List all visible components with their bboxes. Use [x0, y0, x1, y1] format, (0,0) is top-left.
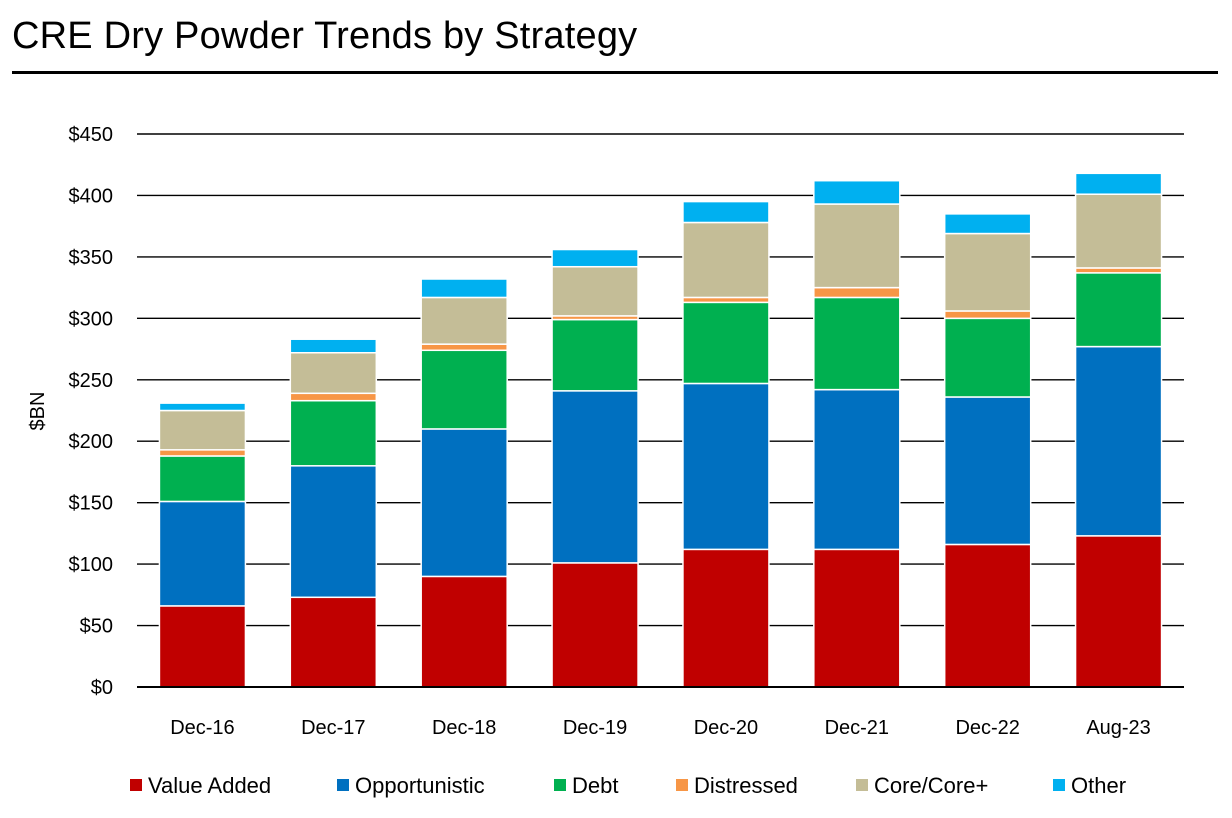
bar-segment-value-added [158, 605, 247, 688]
x-tick-label: Aug-23 [1086, 717, 1151, 739]
axes: $0 $50 $100 $150 $200 $250 $300 $350 $400 $450 $BN… [27, 124, 1184, 739]
bar-stack-dec-19 [551, 248, 639, 688]
legend-swatch [130, 779, 142, 791]
bar-segment-debt [551, 318, 639, 392]
bar-segment-value-added [943, 543, 1032, 688]
x-tick-label: Dec-20 [694, 717, 758, 739]
bar-stack-dec-20 [682, 200, 770, 688]
bar-segment-debt [813, 296, 901, 391]
y-tick-label: $450 [69, 124, 114, 146]
bar-segment-value-added [420, 575, 508, 688]
y-axis-title: $BN [27, 392, 49, 431]
bar-segment-opportunistic [420, 428, 508, 578]
bar-segment-other [682, 200, 770, 224]
y-tick-label: $300 [69, 308, 114, 330]
bar-segment-other [813, 179, 901, 205]
page-title: CRE Dry Powder Trends by Strategy [12, 15, 638, 57]
bar-segment-debt [1074, 272, 1163, 348]
bar-segment-opportunistic [551, 390, 639, 564]
bar-segment-debt [289, 399, 378, 467]
legend-label: Distressed [694, 773, 798, 798]
bar-stack-dec-16 [158, 402, 247, 688]
bar-segment-core-core- [289, 351, 378, 395]
bar-segment-core-core- [943, 232, 1032, 312]
bar-segment-value-added [682, 548, 770, 688]
x-tick-label: Dec-19 [563, 717, 627, 739]
bar-segment-distressed [420, 343, 508, 352]
bar-stack-dec-21 [813, 179, 901, 688]
bar-segment-other [420, 278, 508, 299]
bar-segment-core-core- [1074, 193, 1163, 269]
legend-swatch [1053, 779, 1065, 791]
bar-segment-opportunistic [682, 382, 770, 551]
bar-segment-opportunistic [289, 465, 378, 599]
bar-segment-opportunistic [158, 500, 247, 607]
y-tick-label: $400 [69, 185, 114, 207]
legend-item-debt: Debt [554, 773, 618, 798]
y-tick-label: $50 [80, 616, 113, 638]
legend-label: Opportunistic [355, 773, 485, 798]
bar-segment-other [943, 213, 1032, 235]
legend-label: Debt [572, 773, 618, 798]
bar-segment-core-core- [813, 203, 901, 289]
bar-segment-opportunistic [1074, 345, 1163, 537]
legend-label: Other [1071, 773, 1126, 798]
bar-segment-value-added [1074, 535, 1163, 688]
bar-stack-aug-23 [1074, 172, 1163, 688]
x-tick-label: Dec-18 [432, 717, 496, 739]
legend-swatch [676, 779, 688, 791]
x-tick-label: Dec-21 [825, 717, 889, 739]
legend-label: Core/Core+ [874, 773, 988, 798]
bar-stack-dec-17 [289, 338, 378, 688]
bar-segment-core-core- [682, 221, 770, 299]
legend-item-distressed: Distressed [676, 773, 798, 798]
bar-segment-distressed [289, 392, 378, 402]
bar-segment-value-added [551, 562, 639, 688]
bar-segment-opportunistic [943, 396, 1032, 546]
y-tick-label: $100 [69, 554, 114, 576]
bar-segment-distressed [158, 449, 247, 457]
bar-segment-debt [420, 349, 508, 430]
bar-segment-debt [682, 301, 770, 385]
y-tick-label: $0 [91, 677, 113, 699]
bar-segment-opportunistic [813, 388, 901, 551]
y-tick-label: $200 [69, 431, 114, 453]
bar-stack-dec-18 [420, 278, 508, 688]
bar-segment-debt [943, 317, 1032, 398]
legend-swatch [856, 779, 868, 791]
bar-segment-other [1074, 172, 1163, 195]
bar-segment-value-added [813, 548, 901, 688]
bar-segment-debt [158, 455, 247, 503]
bar-segment-value-added [289, 596, 378, 688]
bar-segment-other [551, 248, 639, 268]
bar-stacks [158, 172, 1163, 688]
bar-segment-other [289, 338, 378, 354]
y-tick-label: $150 [69, 493, 114, 515]
title-divider [12, 71, 1218, 74]
bar-segment-core-core- [420, 296, 508, 345]
legend-label: Value Added [148, 773, 271, 798]
bar-stack-dec-22 [943, 213, 1032, 688]
x-tick-label: Dec-17 [301, 717, 365, 739]
legend-item-other: Other [1053, 773, 1126, 798]
legend: Value Added Opportunistic Debt Distressed Co… [130, 773, 1126, 798]
x-tick-label: Dec-16 [170, 717, 234, 739]
y-tick-label: $350 [69, 247, 114, 269]
bar-segment-other [158, 402, 247, 412]
legend-swatch [554, 779, 566, 791]
bar-segment-core-core- [158, 409, 247, 451]
legend-swatch [337, 779, 349, 791]
bar-segment-distressed [813, 286, 901, 299]
x-tick-label: Dec-22 [955, 717, 1019, 739]
y-tick-label: $250 [69, 370, 114, 392]
legend-item-value-added: Value Added [130, 773, 271, 798]
bar-segment-distressed [943, 310, 1032, 320]
legend-item-opportunistic: Opportunistic [337, 773, 485, 798]
bar-segment-core-core- [551, 265, 639, 317]
legend-item-core-core-: Core/Core+ [856, 773, 988, 798]
